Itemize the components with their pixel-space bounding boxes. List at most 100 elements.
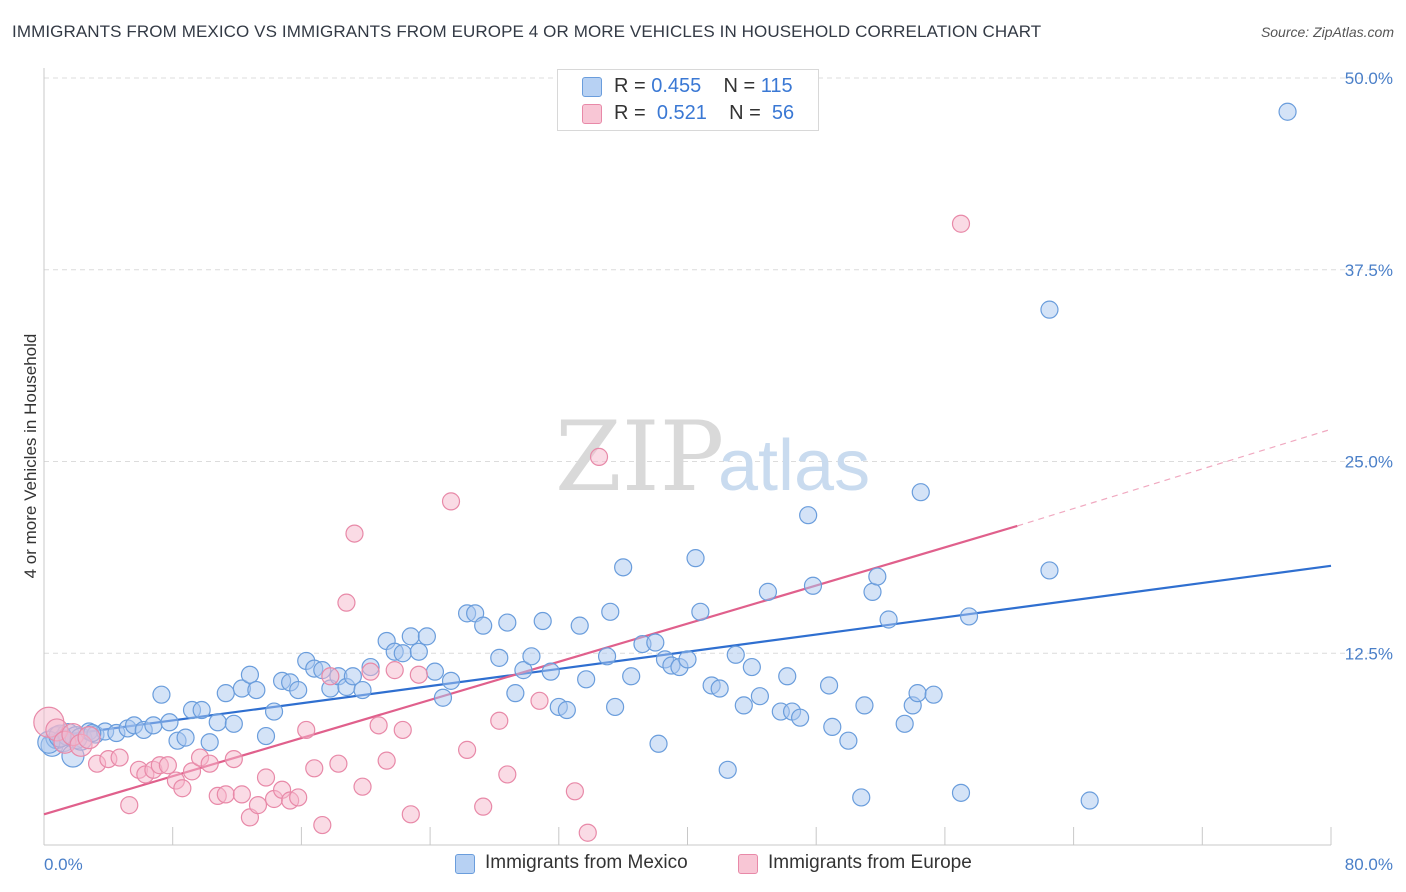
y-tick-label-2: 37.5% [1345, 261, 1393, 280]
europe-point [297, 720, 316, 740]
legend-swatch-europe [582, 104, 602, 124]
legend-r-label: R = [614, 75, 652, 97]
mexico-point [247, 680, 266, 700]
europe-point [200, 754, 219, 773]
mexico-point [819, 676, 839, 695]
europe-point [158, 756, 177, 775]
mexico-point [750, 687, 769, 706]
mexico-point [343, 667, 362, 686]
mexico-point [541, 662, 560, 681]
mexico-point [879, 610, 898, 629]
mexico-point [686, 549, 705, 568]
europe-point [353, 777, 372, 796]
mexico-point [152, 685, 171, 704]
correlation-legend: R = 0.455 N = 115 R = 0.521 N = 56 [557, 69, 819, 131]
mexico-point [522, 647, 541, 666]
mexico-point [803, 576, 823, 595]
legend-n-value-mexico: 115 [760, 75, 793, 97]
mexico-point [409, 642, 428, 661]
mexico-point [514, 661, 533, 680]
europe-point [565, 782, 584, 801]
europe-point [313, 815, 332, 835]
europe-point [337, 593, 356, 612]
mexico-point [646, 633, 665, 652]
mexico-point [1040, 300, 1059, 319]
legend-r-label: R = [614, 102, 652, 124]
europe-point [182, 762, 202, 781]
mexico-point [533, 611, 552, 631]
chart-source: Source: ZipAtlas.com [1260, 24, 1394, 40]
mexico-point [863, 582, 882, 601]
mexico-point [557, 700, 576, 720]
europe-point [458, 740, 477, 759]
mexico-point [839, 731, 858, 750]
legend-n-value-europe: 56 [771, 102, 795, 124]
europe-point [530, 691, 549, 710]
mexico-point [742, 657, 761, 677]
mexico-point [498, 613, 517, 632]
mexico-point [216, 684, 235, 703]
mexico-point [852, 788, 871, 807]
europe-point [409, 665, 428, 684]
mexico-point [691, 602, 710, 621]
legend-r-value-europe: 0.521 [656, 102, 707, 124]
mexico-point [601, 602, 620, 621]
y-tick-label-0: 12.5% [1345, 644, 1393, 663]
mexico-point [614, 558, 633, 577]
europe-point [369, 716, 388, 735]
mexico-point [1278, 102, 1297, 121]
mexico-point [433, 688, 453, 707]
mexico-point [160, 713, 179, 732]
mexico-point [1040, 561, 1059, 580]
mexico-point [718, 760, 737, 779]
mexico-point [474, 616, 493, 635]
mexico-point [951, 783, 971, 802]
europe-point [589, 447, 609, 466]
chart-title: IMMIGRANTS FROM MEXICO VS IMMIGRANTS FRO… [12, 22, 1042, 41]
europe-point [498, 765, 517, 784]
series-europe-points [33, 214, 971, 842]
europe-point [361, 662, 380, 681]
legend-label-mexico: Immigrants from Mexico [485, 852, 688, 873]
mexico-point [256, 726, 276, 746]
mexico-point [353, 680, 372, 700]
europe-point [232, 785, 251, 804]
mexico-point [200, 733, 219, 752]
mexico-point [908, 684, 927, 703]
mexico-point [240, 665, 260, 684]
mexico-point [868, 567, 887, 586]
legend-n-label: N = [729, 102, 767, 124]
mexico-point [911, 483, 930, 502]
europe-point [289, 788, 308, 807]
series-legend: Immigrants from Mexico Immigrants from E… [0, 852, 1406, 878]
europe-point [77, 726, 101, 750]
mexico-point [726, 645, 745, 664]
grid-lines [44, 77, 1371, 654]
legend-swatch-mexico [455, 854, 475, 874]
europe-point [345, 524, 364, 543]
mexico-point [401, 627, 420, 646]
mexico-point [393, 644, 412, 663]
mexico-point [959, 607, 979, 626]
europe-point [474, 797, 493, 816]
europe-point [578, 823, 597, 842]
mexico-point [192, 700, 211, 720]
legend-n-label: N = [723, 75, 761, 97]
europe-point [248, 796, 268, 815]
mexico-point [224, 714, 243, 733]
mexico-point [289, 680, 308, 700]
mexico-point [417, 627, 436, 646]
legend-swatch-mexico [582, 77, 602, 97]
europe-point [385, 661, 404, 680]
mexico-point [570, 616, 589, 635]
europe-point [120, 796, 139, 815]
tick-labels: 12.5% 25.0% 37.5% 50.0% 0.0% 80.0% [44, 69, 1393, 874]
europe-point [401, 805, 420, 824]
mexico-point [924, 685, 943, 704]
mexico-point [490, 648, 509, 667]
x-tick-label-0: 0.0% [44, 855, 83, 874]
legend-label-europe: Immigrants from Europe [768, 852, 972, 873]
mexico-point [1080, 791, 1099, 810]
legend-r-value-mexico: 0.455 [651, 75, 702, 97]
